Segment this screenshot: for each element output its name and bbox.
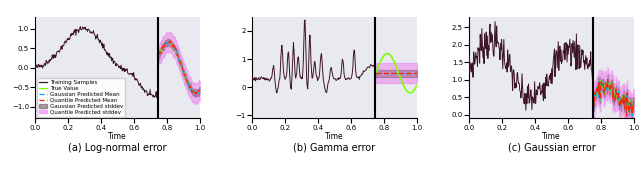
Title: (b) Gamma error: (b) Gamma error xyxy=(293,142,376,153)
Title: (c) Gaussian error: (c) Gaussian error xyxy=(508,142,595,153)
Legend: Training Samples, True Value, Gaussian Predicted Mean, Quantile Predicted Mean, : Training Samples, True Value, Gaussian P… xyxy=(37,78,125,117)
X-axis label: Time: Time xyxy=(325,132,344,141)
X-axis label: Time: Time xyxy=(108,132,127,141)
X-axis label: Time: Time xyxy=(542,132,561,141)
Title: (a) Log-normal error: (a) Log-normal error xyxy=(68,142,166,153)
